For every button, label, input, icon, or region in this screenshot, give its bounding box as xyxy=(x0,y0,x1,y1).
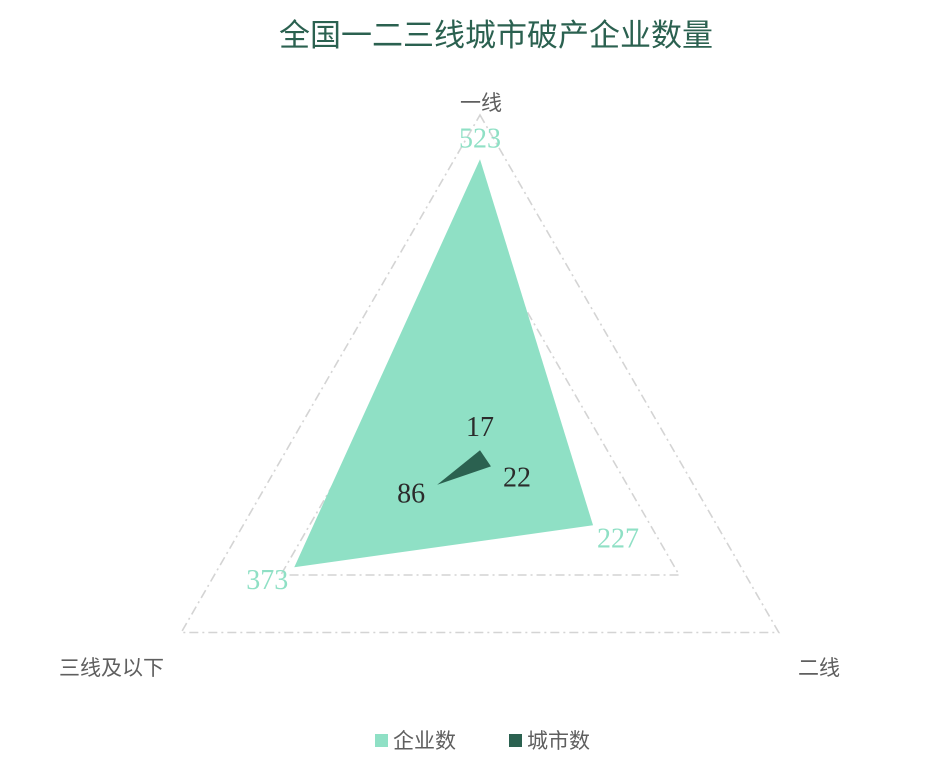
axis-labels: 一线 二线 三线及以下 xyxy=(59,91,840,680)
value-label-enterprises-tier3-below: 373 xyxy=(246,565,288,596)
radar-series xyxy=(294,159,594,568)
value-label-cities-tier2: 22 xyxy=(503,462,531,493)
axis-label-tier3-below: 三线及以下 xyxy=(59,656,164,680)
legend[interactable]: 企业数 城市数 xyxy=(375,729,590,753)
legend-item-enterprises[interactable]: 企业数 xyxy=(375,729,456,753)
axis-label-tier2: 二线 xyxy=(798,656,840,680)
value-label-enterprises-tier1: 523 xyxy=(459,123,501,154)
value-label-enterprises-tier2: 227 xyxy=(597,523,639,554)
legend-swatch-enterprises xyxy=(375,734,388,747)
legend-item-cities[interactable]: 城市数 xyxy=(509,729,590,753)
value-label-cities-tier1: 17 xyxy=(466,412,494,443)
axis-label-tier1: 一线 xyxy=(460,91,502,115)
legend-swatch-cities xyxy=(509,734,522,747)
chart-title: 全国一二三线城市破产企业数量 xyxy=(279,18,713,54)
grid-ring-3 xyxy=(179,113,781,634)
value-label-cities-tier3-below: 86 xyxy=(397,479,425,510)
legend-label-enterprises: 企业数 xyxy=(393,729,456,753)
value-labels: 523 227 373 17 22 86 xyxy=(246,123,639,596)
legend-label-cities: 城市数 xyxy=(527,729,590,753)
series-area-cities xyxy=(437,450,491,485)
series-area-enterprises xyxy=(294,159,594,568)
